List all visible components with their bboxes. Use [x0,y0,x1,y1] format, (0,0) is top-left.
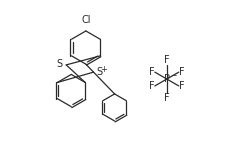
Text: F: F [179,81,184,91]
Text: P: P [164,74,170,84]
Text: S: S [96,67,103,77]
Text: F: F [179,67,184,77]
Text: S: S [56,59,62,69]
Text: F: F [164,93,170,103]
Text: F: F [149,67,155,77]
Text: F: F [149,81,155,91]
Text: +: + [100,65,107,74]
Text: F: F [164,55,170,65]
Text: Cl: Cl [81,15,91,25]
Text: −: − [170,71,176,80]
